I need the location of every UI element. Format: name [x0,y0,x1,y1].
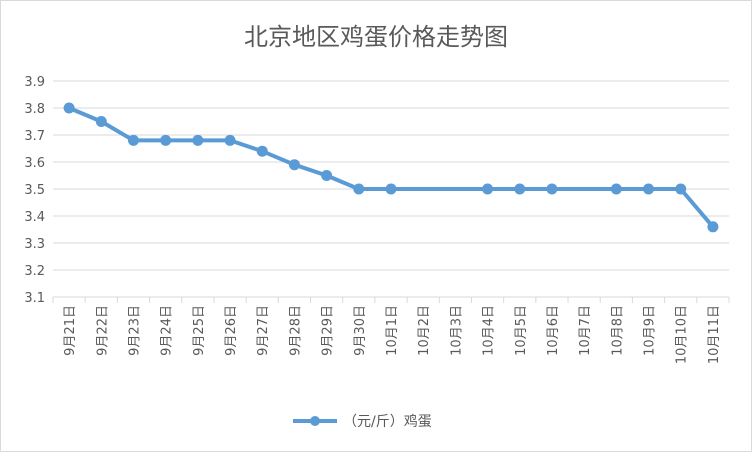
data-point [514,183,526,195]
data-point [192,134,204,146]
y-tick-label: 3.3 [24,237,45,252]
x-tick-label: 10月9日 [643,305,658,356]
x-tick-label: 9月28日 [288,305,303,356]
x-tick-label: 10月6日 [546,305,561,356]
axis-layer: 3.1 3.2 3.3 3.4 3.5 3.6 3.7 3.8 3.9 9月21日 9月22日 9月2… [24,75,730,364]
data-point [95,116,107,127]
y-tick-label: 3.7 [24,129,45,144]
legend-marker-swatch [310,416,320,426]
x-tick-label: 9月25日 [192,305,207,356]
x-tick-label: 10月2日 [417,305,432,356]
x-tick-label: 9月27日 [256,305,271,356]
data-point [675,183,687,195]
x-tick-label: 10月3日 [449,305,464,356]
data-point [385,183,397,195]
y-tick-label: 3.9 [24,75,45,90]
data-point [353,183,365,195]
y-tick-label: 3.2 [24,264,45,279]
y-tick-label: 3.5 [24,183,45,198]
data-point [707,221,719,233]
y-tick-label: 3.1 [24,291,45,306]
x-tick-label: 9月24日 [160,305,175,356]
x-tick-label: 10月8日 [610,305,625,356]
data-point [288,159,300,171]
x-tick-label: 10月4日 [482,305,497,356]
x-tick-label: 10月10日 [675,305,690,364]
data-point [224,134,236,146]
data-point [482,183,494,195]
legend-label: （元/斤）鸡蛋 [343,413,432,430]
chart-title: 北京地区鸡蛋价格走势图 [244,23,508,51]
x-tick-label: 10月11日 [707,305,722,364]
x-tick-label: 10月7日 [578,305,593,356]
data-point [546,183,558,195]
data-point [256,145,268,157]
x-tick-label: 9月21日 [63,305,78,356]
y-tick-label: 3.6 [24,156,45,171]
x-tick-label: 10月1日 [385,305,400,356]
x-tick-label: 9月29日 [321,305,336,356]
data-point [127,134,139,146]
data-point [643,183,655,195]
y-tick-label: 3.4 [24,210,45,225]
x-tick-label: 9月22日 [95,305,110,356]
y-tick-label: 3.8 [24,102,45,117]
x-tick-label: 9月23日 [127,305,142,356]
data-point [160,134,172,146]
x-tick-label: 9月30日 [353,305,368,356]
series-line [67,106,715,229]
legend: （元/斤）鸡蛋 [293,413,432,430]
data-point [321,170,333,181]
data-point [63,102,75,114]
grid-layer [53,80,729,271]
x-tick-label: 10月5日 [514,305,529,356]
series-layer [63,102,719,233]
data-point [610,183,622,195]
x-tick-label: 9月26日 [224,305,239,356]
